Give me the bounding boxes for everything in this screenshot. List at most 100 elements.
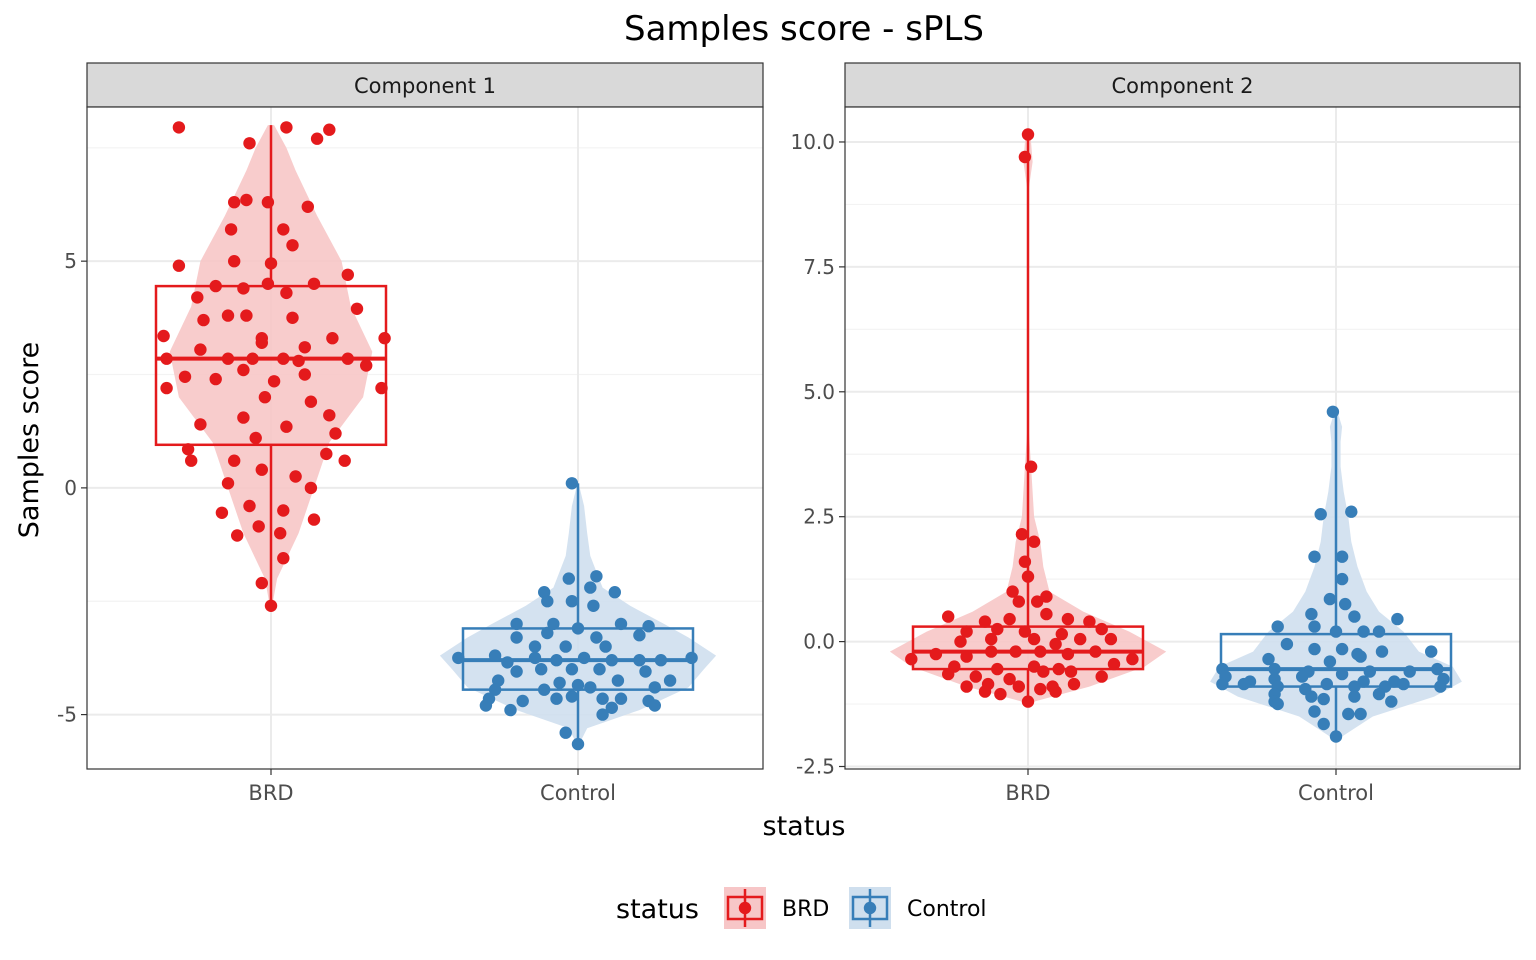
data-point <box>663 674 677 687</box>
data-point <box>1021 128 1035 141</box>
data-point <box>240 309 253 322</box>
legend-key-point <box>738 901 752 915</box>
data-point <box>584 581 597 594</box>
data-point <box>326 332 339 345</box>
data-point <box>1335 550 1349 563</box>
data-point <box>528 651 542 665</box>
data-point <box>929 647 943 661</box>
data-point <box>991 662 1004 676</box>
data-point <box>1024 460 1038 473</box>
data-point <box>231 529 244 542</box>
data-point <box>209 372 222 386</box>
data-point <box>1034 682 1047 696</box>
data-point <box>1434 680 1447 693</box>
data-point <box>1280 637 1294 651</box>
data-point <box>172 121 186 134</box>
data-point <box>172 259 186 272</box>
data-point <box>1268 662 1281 676</box>
data-point <box>541 595 554 608</box>
data-point <box>685 651 698 665</box>
data-point <box>960 650 973 663</box>
data-point <box>516 694 529 708</box>
data-point <box>954 635 967 648</box>
data-point <box>571 737 585 751</box>
data-point <box>978 685 992 698</box>
group-control <box>439 477 717 751</box>
data-point <box>1431 662 1444 676</box>
data-point <box>571 622 585 635</box>
violin-brd <box>169 125 373 606</box>
data-point <box>599 640 612 653</box>
data-point <box>1104 632 1118 646</box>
data-point <box>1317 717 1330 731</box>
data-point <box>280 420 293 433</box>
data-point <box>1027 632 1041 646</box>
data-point <box>224 223 238 236</box>
data-point <box>252 520 265 533</box>
data-point <box>178 370 192 383</box>
data-point <box>1345 505 1358 518</box>
data-point <box>1329 730 1343 743</box>
data-point <box>565 477 579 490</box>
data-point <box>1320 677 1334 691</box>
data-point <box>969 670 982 683</box>
data-point <box>1271 620 1284 633</box>
data-point <box>1305 690 1318 703</box>
data-point <box>1040 607 1053 621</box>
panel-border <box>86 106 764 770</box>
data-point <box>590 570 603 583</box>
data-point <box>1040 590 1053 603</box>
data-point <box>960 680 973 693</box>
data-point <box>1335 642 1349 656</box>
data-point <box>565 595 579 608</box>
data-point <box>298 368 311 381</box>
data-point <box>605 654 618 667</box>
data-point <box>1397 677 1410 691</box>
data-point <box>341 268 354 281</box>
data-point <box>1018 625 1032 638</box>
data-point <box>1308 642 1321 656</box>
data-point <box>1363 665 1377 678</box>
data-point <box>378 332 391 345</box>
data-point <box>1216 677 1229 691</box>
x-tick-label: Control <box>540 781 616 805</box>
data-point <box>614 692 628 705</box>
legend-keys: BRD Control <box>724 887 987 929</box>
data-point <box>553 676 566 689</box>
y-tick-label: 5.0 <box>803 380 835 404</box>
data-point <box>1385 695 1398 708</box>
data-point <box>538 683 551 696</box>
data-point <box>280 121 293 134</box>
data-point <box>633 654 646 667</box>
data-point <box>157 329 170 343</box>
data-point <box>1052 662 1065 676</box>
legend-title: status <box>616 894 699 925</box>
data-point <box>264 257 278 270</box>
data-point <box>1018 555 1032 568</box>
data-point <box>246 352 259 365</box>
data-point <box>1342 707 1355 721</box>
data-point <box>1095 670 1108 683</box>
data-point <box>323 409 336 422</box>
data-point <box>261 277 275 290</box>
legend: status BRD Control <box>616 887 987 929</box>
group-brd <box>154 121 391 612</box>
data-point <box>249 431 262 445</box>
data-point <box>255 463 268 476</box>
legend-key-box <box>851 895 889 921</box>
x-tick-label: BRD <box>248 781 293 805</box>
data-point <box>614 617 628 631</box>
data-point <box>1003 672 1016 686</box>
data-point <box>942 610 955 623</box>
data-point <box>1012 595 1025 608</box>
data-point <box>452 651 465 665</box>
data-point <box>237 411 250 424</box>
group-control <box>1210 405 1462 743</box>
legend-entry-label: Control <box>907 897 987 922</box>
data-point <box>320 447 333 461</box>
data-point <box>209 279 222 293</box>
data-point <box>1296 670 1309 683</box>
data-point <box>978 615 992 628</box>
data-point <box>1335 572 1349 586</box>
data-point <box>304 481 318 495</box>
